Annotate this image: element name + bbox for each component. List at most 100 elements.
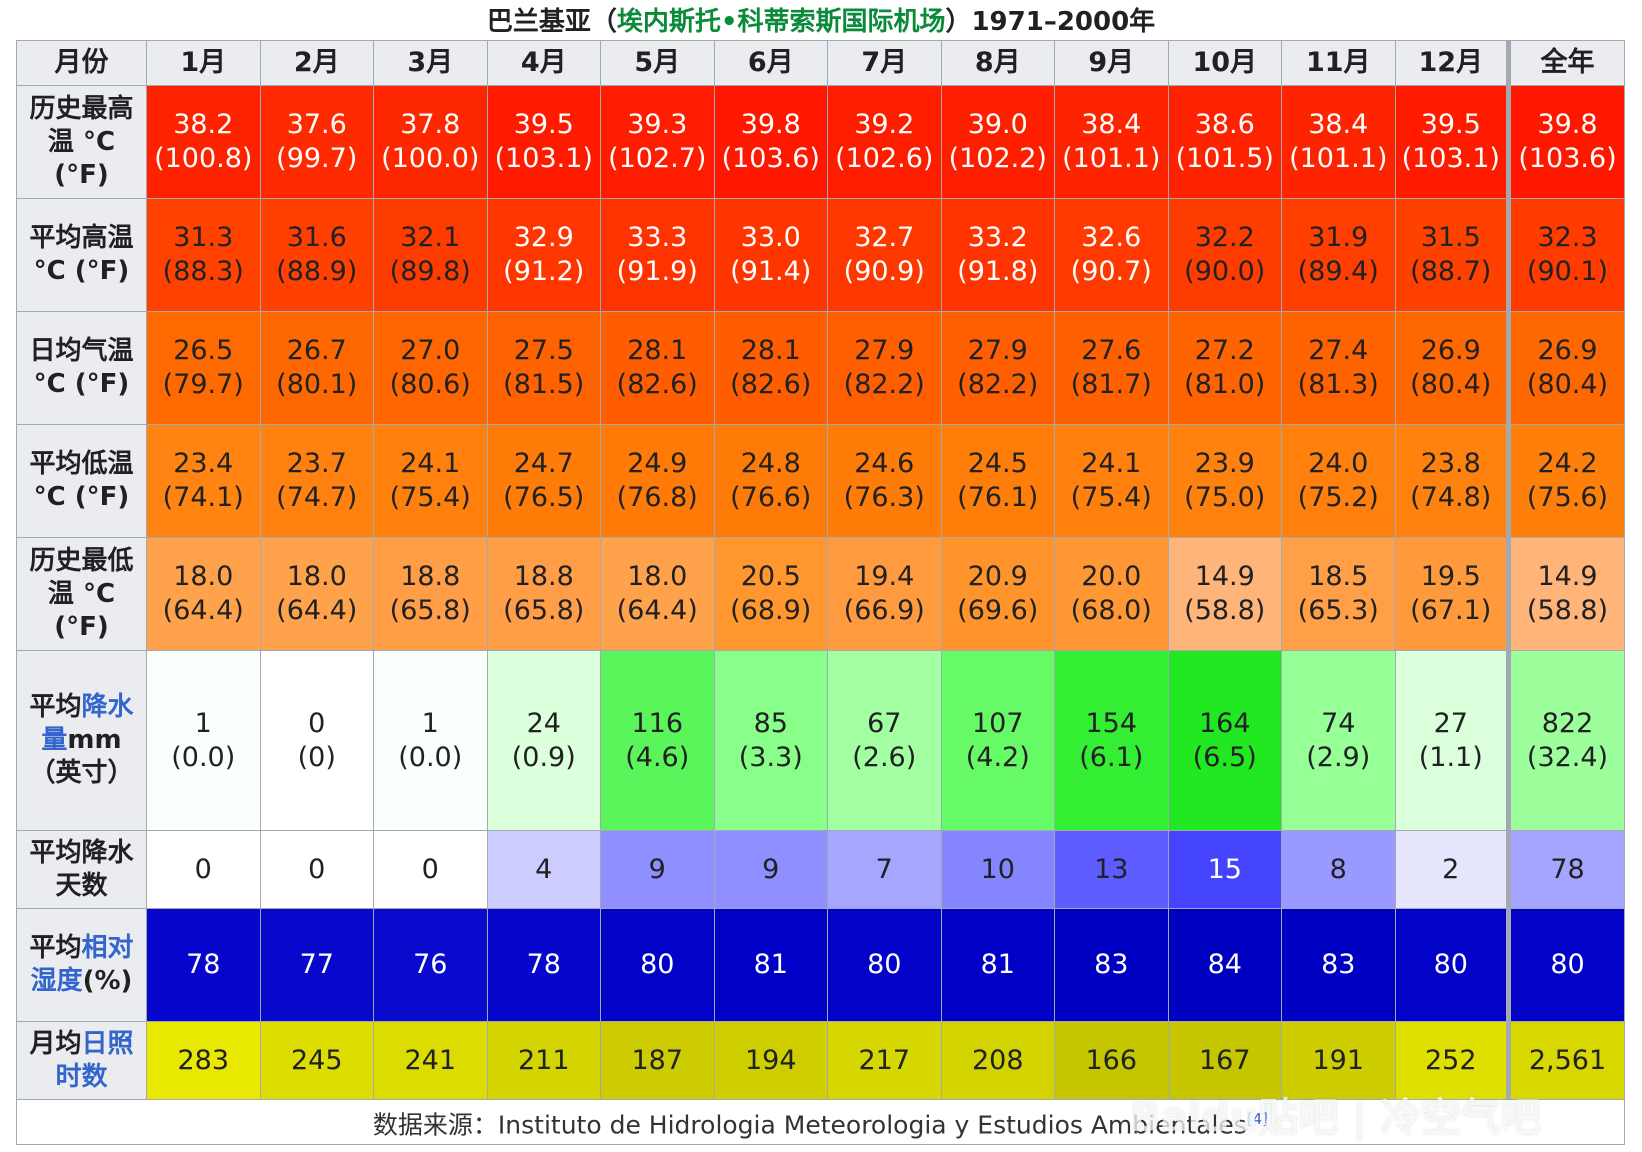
data-cell: 166 — [1054, 1021, 1169, 1100]
cell-value: 167 — [1198, 1044, 1251, 1076]
cell-value: 154 — [1085, 707, 1138, 739]
data-cell: 18.0 (64.4) — [146, 537, 261, 651]
data-cell: 283 — [146, 1021, 261, 1100]
data-cell: 28.1 (82.6) — [600, 311, 715, 425]
cell-value: 38.4 — [1308, 109, 1369, 140]
cell-value-imperial: (90.1) — [1526, 256, 1609, 287]
data-cell: 32.1 (89.8) — [373, 198, 488, 312]
cell-value: 27.4 — [1308, 335, 1369, 366]
row-header: 平均相对湿度(%) — [16, 908, 147, 1022]
cell-value: 33.2 — [967, 222, 1028, 253]
data-cell: 167 — [1167, 1021, 1282, 1100]
column-header: 3月 — [373, 40, 488, 86]
data-cell: 19.5 (67.1) — [1394, 537, 1509, 651]
cell-value-imperial: (76.8) — [616, 482, 698, 513]
cell-value-imperial: (82.2) — [843, 369, 925, 400]
data-cell: 24.6 (76.3) — [827, 424, 942, 538]
data-cell: 38.2 (100.8) — [146, 85, 261, 199]
data-cell: 27 (1.1) — [1394, 650, 1509, 831]
data-cell: 24.9 (76.8) — [600, 424, 715, 538]
data-cell: 78 — [146, 908, 261, 1022]
cell-value: 26.9 — [1537, 335, 1598, 366]
cell-value-imperial: (2.9) — [1306, 741, 1371, 773]
data-cell: 24.1 (75.4) — [1054, 424, 1169, 538]
cell-value-imperial: (74.1) — [162, 482, 244, 513]
data-cell: 1 (0.0) — [146, 650, 261, 831]
cell-value: 84 — [1207, 949, 1242, 980]
data-cell: 76 — [373, 908, 488, 1022]
cell-value: 77 — [299, 949, 334, 980]
cell-value: 38.4 — [1081, 109, 1142, 140]
column-header: 5月 — [600, 40, 715, 86]
data-cell: 107 (4.2) — [940, 650, 1055, 831]
cell-value: 80 — [1433, 949, 1468, 980]
data-cell: 24 (0.9) — [486, 650, 601, 831]
cell-value-imperial: (0.9) — [511, 741, 576, 773]
row-label-link[interactable]: 降水量 — [41, 692, 134, 755]
data-cell: 81 — [940, 908, 1055, 1022]
data-cell: 24.2 (75.6) — [1506, 424, 1625, 538]
cell-value: 83 — [1321, 949, 1356, 980]
cell-value: 18.0 — [627, 561, 688, 592]
title-text: ）1971–2000年 — [945, 7, 1156, 37]
row-header: 平均降水量mm（英寸） — [16, 650, 147, 831]
cell-value: 27.9 — [854, 335, 915, 366]
data-cell: 194 — [713, 1021, 828, 1100]
data-cell: 27.0 (80.6) — [373, 311, 488, 425]
data-cell: 14.9 (58.8) — [1506, 537, 1625, 651]
cell-value-imperial: (102.2) — [948, 143, 1047, 174]
column-header: 8月 — [940, 40, 1055, 86]
data-cell: 7 — [827, 830, 942, 909]
row-header: 日均气温 °C (°F) — [16, 311, 147, 425]
column-header: 2月 — [259, 40, 374, 86]
cell-value-imperial: (64.4) — [162, 595, 244, 626]
cell-value: 18.0 — [286, 561, 347, 592]
watermark: Baidu贴吧 | 冷空气吧 — [1130, 1095, 1541, 1141]
cell-value: 31.6 — [286, 222, 347, 253]
cell-value: 8 — [1329, 853, 1347, 885]
data-cell: 83 — [1281, 908, 1396, 1022]
data-cell: 19.4 (66.9) — [827, 537, 942, 651]
data-cell: 84 — [1167, 908, 1282, 1022]
data-cell: 39.5 (103.1) — [486, 85, 601, 199]
cell-value: 0 — [194, 853, 212, 885]
cell-value-imperial: (100.8) — [154, 143, 253, 174]
data-cell: 0 (0) — [259, 650, 374, 831]
cell-value-imperial: (81.5) — [503, 369, 585, 400]
title-text: 巴兰基亚（ — [486, 7, 617, 37]
cell-value: 241 — [404, 1044, 457, 1076]
row-label-link[interactable]: 相对湿度 — [30, 933, 134, 996]
cell-value-imperial: (81.3) — [1297, 369, 1379, 400]
column-header: 6月 — [713, 40, 828, 86]
cell-value: 23.7 — [286, 448, 347, 479]
cell-value-imperial: (88.3) — [162, 256, 244, 287]
cell-value: 39.5 — [1420, 109, 1481, 140]
reference-link[interactable]: [4] — [1246, 1109, 1269, 1128]
cell-value: 39.3 — [627, 109, 688, 140]
cell-value: 31.9 — [1308, 222, 1369, 253]
cell-value-imperial: (1.1) — [1418, 741, 1483, 773]
row-label-link[interactable]: 日照时数 — [55, 1028, 134, 1092]
cell-value: 32.7 — [854, 222, 915, 253]
cell-value-imperial: (91.2) — [503, 256, 585, 287]
column-header: 月份 — [16, 40, 147, 86]
data-cell: 37.6 (99.7) — [259, 85, 374, 199]
cell-value: 32.2 — [1194, 222, 1255, 253]
data-cell: 32.6 (90.7) — [1054, 198, 1169, 312]
cell-value-imperial: (82.2) — [957, 369, 1039, 400]
data-cell: 38.4 (101.1) — [1054, 85, 1169, 199]
data-cell: 18.5 (65.3) — [1281, 537, 1396, 651]
cell-value: 24.0 — [1308, 448, 1369, 479]
data-cell: 77 — [259, 908, 374, 1022]
cell-value-imperial: (76.6) — [730, 482, 812, 513]
cell-value: 208 — [971, 1044, 1024, 1076]
cell-value: 14.9 — [1537, 561, 1598, 592]
data-row: 月均日照时数 283 245 241 211 187 194 217 208 166 167 191 2… — [16, 1021, 1625, 1100]
title-link[interactable]: 埃内斯托•科蒂索斯国际机场 — [616, 7, 946, 37]
cell-value-imperial: (74.8) — [1410, 482, 1492, 513]
data-cell: 32.9 (91.2) — [486, 198, 601, 312]
data-cell: 8 — [1281, 830, 1396, 909]
cell-value-imperial: (88.7) — [1410, 256, 1492, 287]
cell-value: 32.9 — [513, 222, 574, 253]
